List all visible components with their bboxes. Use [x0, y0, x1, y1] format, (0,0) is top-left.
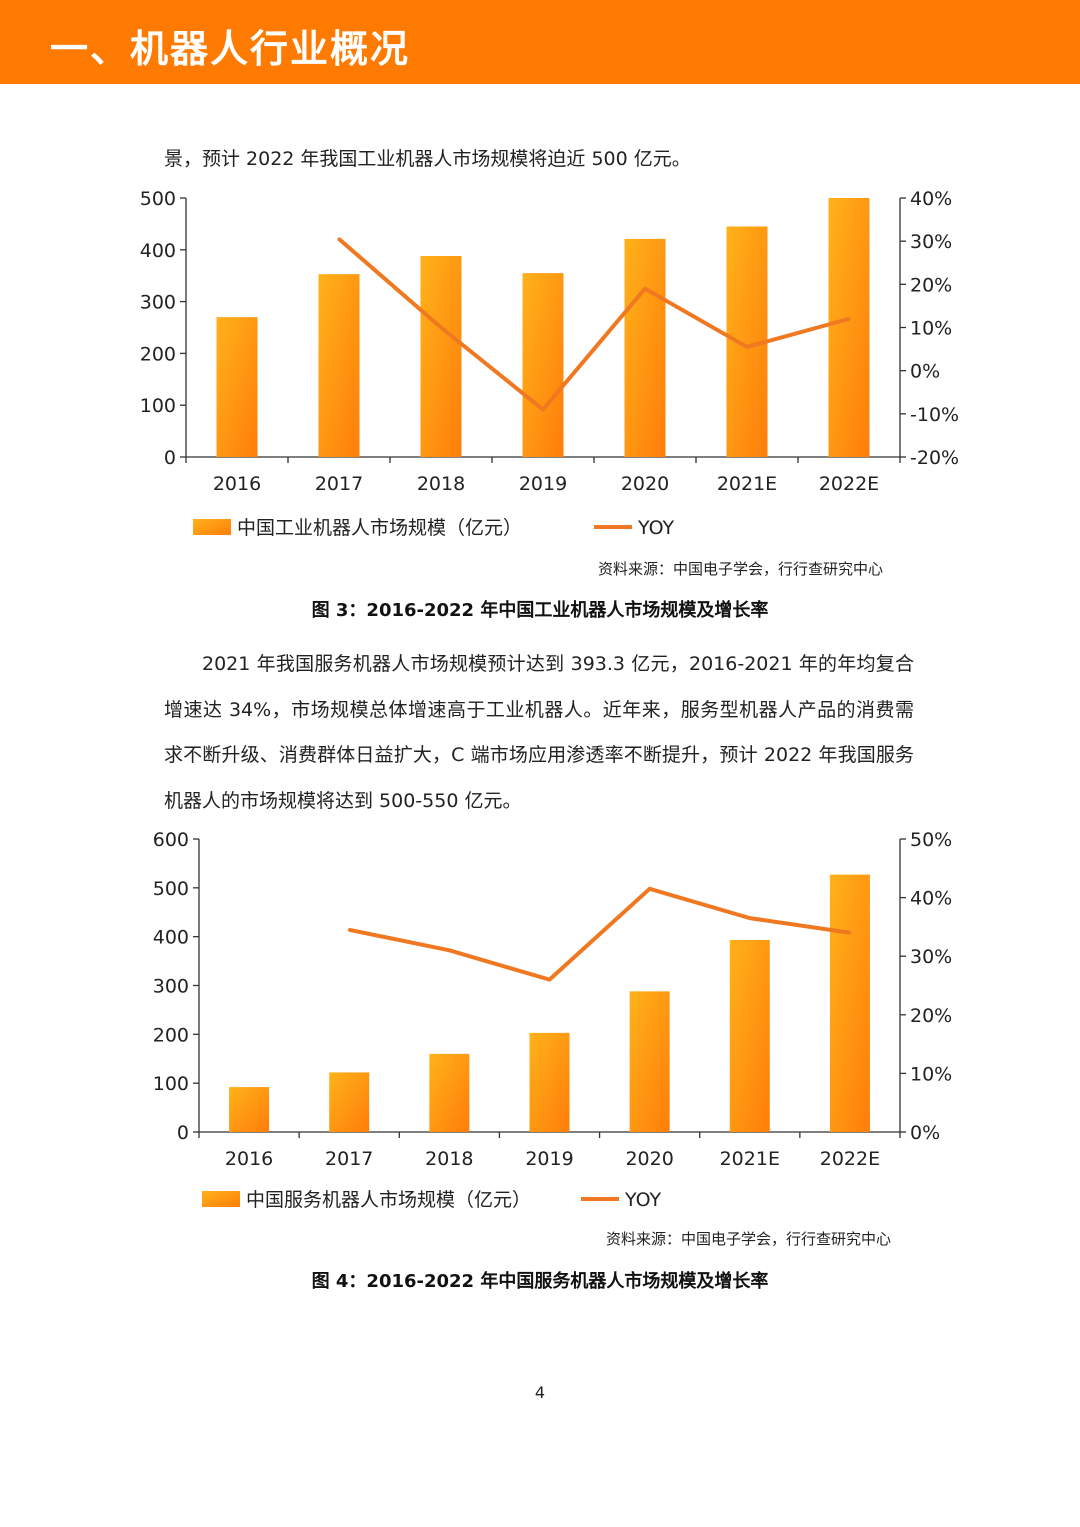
x-tick-label: 2022E — [819, 473, 879, 495]
chart1-caption: 图 3：2016-2022 年中国工业机器人市场规模及增长率 — [311, 600, 769, 621]
chart1-source: 资料来源：中国电子学会，行行查研究中心 — [598, 560, 884, 578]
x-tick-label: 2017 — [325, 1148, 373, 1170]
left-tick-label: 200 — [140, 343, 176, 365]
right-tick-label: 10% — [910, 318, 952, 340]
bar — [828, 198, 870, 457]
x-tick-label: 2020 — [621, 473, 669, 495]
yoy-point — [745, 345, 749, 349]
yoy-point — [848, 931, 852, 935]
x-tick-label: 2016 — [213, 473, 261, 495]
yoy-point — [847, 317, 851, 321]
x-tick-label: 2021E — [720, 1148, 780, 1170]
x-tick-label: 2021E — [717, 473, 777, 495]
yoy-point — [439, 326, 443, 329]
x-tick-label: 2020 — [625, 1148, 673, 1170]
chart2-caption: 图 4：2016-2022 年中国服务机器人市场规模及增长率 — [311, 1271, 769, 1292]
service-robot-chart: 0 100 200 300 400 500 600 0% 10% 20% 30% 40% 50% 2016… — [153, 829, 953, 1211]
intro-text-line: 景，预计 2022 年我国工业机器人市场规模将迫近 500 亿元。 — [164, 148, 691, 170]
yoy-line — [337, 237, 850, 412]
x-tick-label: 2018 — [417, 473, 465, 495]
industrial-robot-chart: 0 100 200 300 400 500 -20% -10% 0% 10% 20% 30% 40% 20… — [140, 188, 959, 539]
right-tick-label: 0% — [910, 361, 940, 383]
bar — [529, 1032, 570, 1132]
bar — [624, 238, 666, 457]
left-tick-label: 300 — [153, 976, 189, 998]
bar — [420, 256, 462, 457]
page-title: 一、机器人行业概况 — [50, 27, 411, 71]
bar — [229, 1087, 270, 1132]
right-tick-label: 30% — [910, 946, 952, 968]
yoy-point — [541, 408, 545, 412]
x-tick-label: 2017 — [315, 473, 363, 495]
bar — [729, 939, 770, 1132]
right-tick-label: 20% — [910, 274, 952, 296]
right-tick-label: 0% — [910, 1122, 940, 1144]
legend-bar-label: 中国工业机器人市场规模（亿元） — [237, 517, 522, 539]
x-tick-label: 2016 — [225, 1148, 273, 1170]
yoy-point — [337, 237, 341, 241]
x-tick-label: 2019 — [525, 1148, 573, 1170]
x-tick-label: 2018 — [425, 1148, 473, 1170]
yoy-point — [643, 287, 647, 291]
right-tick-label: -10% — [910, 404, 959, 426]
x-tick-label: 2019 — [519, 473, 567, 495]
left-tick-label: 100 — [140, 395, 176, 417]
yoy-point — [548, 978, 551, 982]
bar — [318, 274, 360, 457]
header-bar: 一、机器人行业概况 — [0, 0, 1080, 84]
legend-bar-swatch — [202, 1191, 240, 1207]
chart2-source: 资料来源：中国电子学会，行行查研究中心 — [606, 1230, 892, 1248]
left-tick-label: 600 — [153, 829, 189, 851]
right-tick-label: 50% — [910, 829, 952, 851]
legend-bar-label: 中国服务机器人市场规模（亿元） — [246, 1189, 531, 1211]
bar — [629, 991, 670, 1132]
bar — [429, 1053, 470, 1132]
right-tick-label: 20% — [910, 1005, 952, 1027]
page-number: 4 — [534, 1383, 546, 1402]
left-tick-label: 500 — [140, 188, 176, 210]
left-tick-label: 0 — [164, 447, 176, 469]
bar — [522, 273, 564, 457]
left-tick-label: 400 — [153, 927, 189, 949]
yoy-point — [347, 928, 351, 932]
x-tick-label: 2022E — [820, 1148, 880, 1170]
left-tick-label: 100 — [153, 1073, 189, 1095]
right-tick-label: 40% — [910, 888, 952, 910]
left-tick-label: 500 — [153, 878, 189, 900]
bar — [829, 874, 870, 1132]
left-tick-label: 300 — [140, 292, 176, 314]
intro-text: 景，预计 2022 年我国工业机器人市场规模将迫近 500 亿元。 — [164, 137, 914, 183]
legend-line-label: YOY — [637, 517, 674, 539]
left-tick-label: 400 — [140, 240, 176, 262]
right-tick-label: 40% — [910, 188, 952, 210]
right-tick-label: -20% — [910, 447, 959, 469]
service-robot-paragraph: 2021 年我国服务机器人市场规模预计达到 393.3 亿元，2016-2021… — [164, 653, 914, 812]
left-tick-label: 200 — [153, 1024, 189, 1046]
bar — [216, 317, 258, 457]
right-tick-label: 10% — [910, 1063, 952, 1085]
yoy-line — [348, 886, 851, 982]
bar — [329, 1072, 370, 1132]
left-tick-label: 0 — [177, 1122, 189, 1144]
right-tick-label: 30% — [910, 231, 952, 253]
yoy-point — [447, 948, 451, 952]
legend-line-label: YOY — [624, 1189, 661, 1211]
yoy-point — [648, 887, 652, 891]
yoy-point — [748, 916, 752, 920]
legend-bar-swatch — [193, 519, 231, 535]
